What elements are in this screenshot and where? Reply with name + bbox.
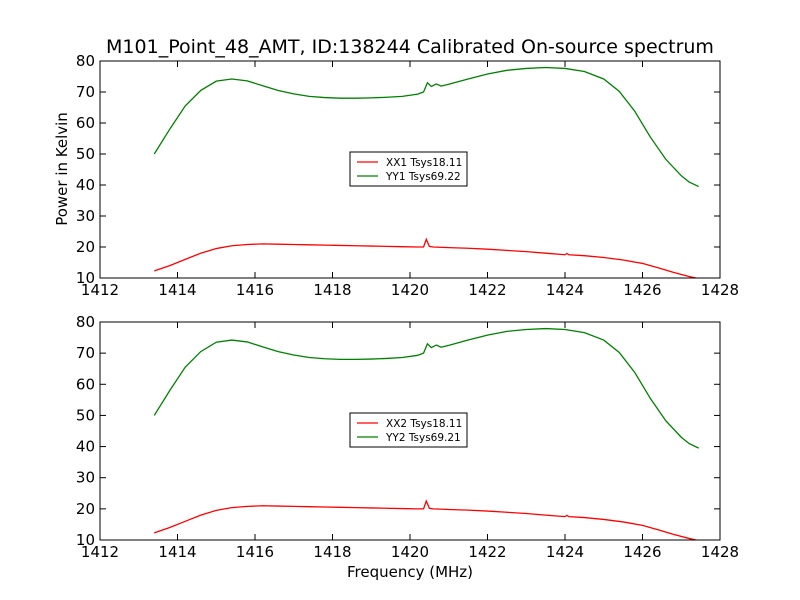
top-x-tick-label: 1418 (313, 281, 351, 299)
bottom-x-tick-label: 1420 (391, 543, 429, 561)
bottom-x-tick-label: 1426 (623, 543, 661, 561)
bottom-panel: 1412 1414 1416 1418 1420 1422 1424 1426 1428 10 20… (76, 313, 739, 561)
bottom-y-tick-label: 20 (76, 500, 95, 518)
top-y-tick-label: 70 (76, 83, 95, 101)
top-legend-box (349, 151, 468, 187)
top-y-tick-label: 10 (76, 269, 95, 287)
top-series-line-1 (154, 237, 699, 278)
top-x-tick-label: 1428 (701, 281, 739, 299)
bottom-legend: XX2 Tsys18.11 YY2 Tsys69.21 (349, 412, 468, 448)
bottom-x-tick-label: 1418 (313, 543, 351, 561)
bottom-x-tick-label: 1422 (468, 543, 506, 561)
top-x-tick-label: 1422 (468, 281, 506, 299)
top-y-tick-label: 80 (76, 52, 95, 70)
bottom-y-tick-label: 30 (76, 469, 95, 487)
bottom-y-tick-label: 60 (76, 375, 95, 393)
bottom-y-tick-label: 40 (76, 438, 95, 456)
bottom-x-tick-label: 1428 (701, 543, 739, 561)
top-legend: XX1 Tsys18.11 YY1 Tsys69.22 (349, 151, 468, 187)
top-x-tick-label: 1414 (158, 281, 196, 299)
top-series-line-2 (153, 66, 699, 188)
top-x-tick-label: 1416 (236, 281, 274, 299)
bottom-legend-box (349, 412, 468, 448)
bottom-series-line-1 (154, 499, 699, 540)
top-legend-label-1: XX1 Tsys18.11 (386, 157, 462, 169)
bottom-series-line-2 (153, 327, 699, 449)
top-y-tick-label: 40 (76, 176, 95, 194)
bottom-legend-label-2: YY2 Tsys69.21 (385, 432, 461, 444)
bottom-legend-label-1: XX2 Tsys18.11 (386, 418, 462, 430)
bottom-y-tick-label: 10 (76, 531, 95, 549)
bottom-x-tick-label: 1424 (546, 543, 584, 561)
bottom-y-tick-label: 50 (76, 406, 95, 424)
top-x-tick-label: 1426 (623, 281, 661, 299)
top-y-tick-label: 50 (76, 145, 95, 163)
bottom-y-tick-label: 70 (76, 344, 95, 362)
top-x-tick-label: 1412 (81, 281, 119, 299)
top-legend-label-2: YY1 Tsys69.22 (385, 171, 461, 183)
top-panel: 1412 1414 1416 1418 1420 1422 1424 1426 1428 10 20… (76, 52, 739, 299)
top-y-tick-label: 30 (76, 207, 95, 225)
bottom-x-tick-label: 1416 (236, 543, 274, 561)
y-axis-label: Power in Kelvin (53, 112, 71, 226)
x-axis-label: Frequency (MHz) (347, 563, 473, 581)
bottom-x-tick-label: 1414 (158, 543, 196, 561)
bottom-x-tick-label: 1412 (81, 543, 119, 561)
top-x-tick-label: 1424 (546, 281, 584, 299)
figure-title: M101_Point_48_AMT, ID:138244 Calibrated … (106, 36, 714, 58)
bottom-y-tick-label: 80 (76, 313, 95, 331)
top-x-tick-label: 1420 (391, 281, 429, 299)
top-y-tick-label: 60 (76, 114, 95, 132)
top-y-tick-label: 20 (76, 238, 95, 256)
